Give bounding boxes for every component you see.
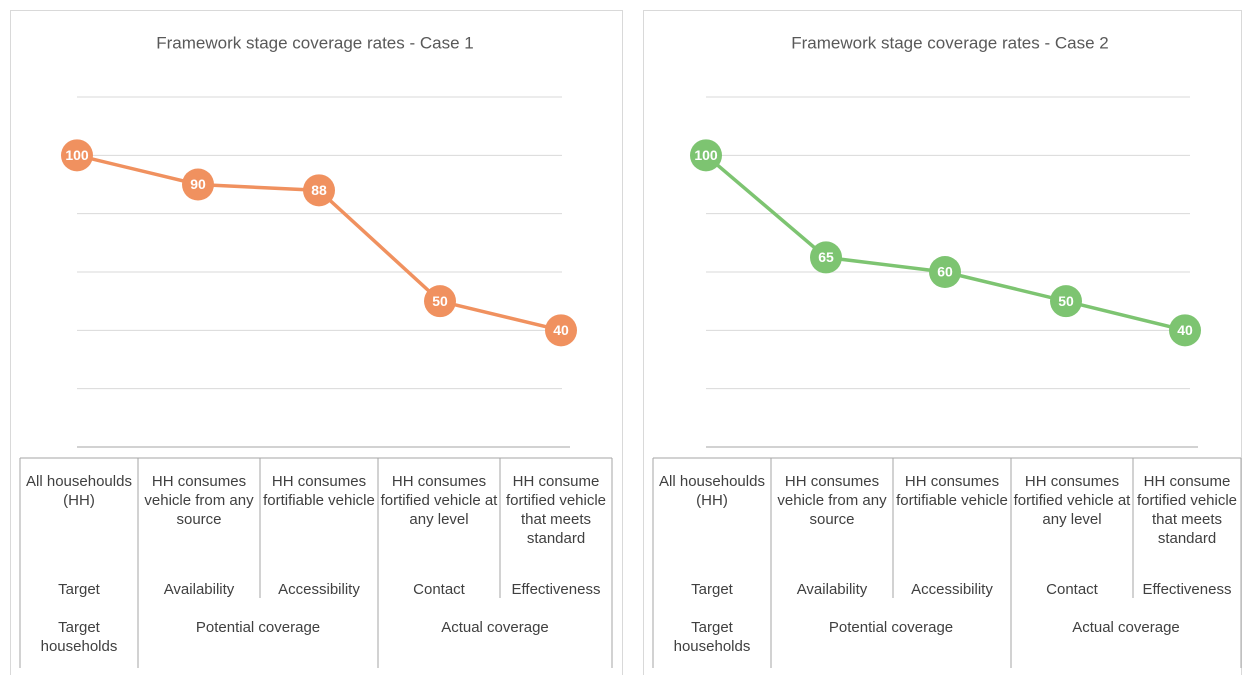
marker: [1050, 285, 1082, 318]
marker: [929, 256, 961, 288]
group-label: Actual coverage: [1072, 619, 1180, 636]
category-label: HH consume fortified vehicle that meets …: [505, 473, 607, 547]
group-label: Actual coverage: [441, 619, 549, 636]
data-label: 65: [818, 249, 834, 265]
data-label: 40: [553, 322, 569, 338]
stage-label: Target: [58, 581, 100, 598]
marker: [1169, 314, 1201, 347]
data-label: 60: [937, 264, 953, 280]
category-label: HH consumes fortified vehicle at any lev…: [1013, 473, 1131, 528]
marker: [810, 241, 842, 274]
category-label: All househoulds (HH): [26, 473, 132, 509]
category-label: All househoulds (HH): [659, 473, 765, 509]
data-label: 90: [190, 176, 206, 192]
category-label: HH consumes fortified vehicle at any lev…: [380, 473, 498, 528]
category-label: HH consumes fortifiable vehicle: [896, 473, 1008, 509]
stage-label: Contact: [413, 581, 465, 598]
marker: [424, 285, 456, 318]
chart-title: Framework stage coverage rates - Case 2: [791, 33, 1108, 52]
marker: [303, 174, 335, 207]
group-label: Target households: [673, 619, 751, 655]
data-label: 88: [311, 182, 327, 198]
marker: [182, 168, 214, 201]
panel: [10, 10, 623, 675]
category-label: HH consumes vehicle from any source: [777, 473, 887, 528]
category-label: HH consumes vehicle from any source: [144, 473, 254, 528]
stage-label: Contact: [1046, 581, 1098, 598]
stage-label: Accessibility: [911, 581, 993, 598]
chart-title: Framework stage coverage rates - Case 1: [156, 33, 473, 52]
data-label: 40: [1177, 322, 1193, 338]
stage-label: Availability: [163, 581, 235, 598]
category-label: HH consumes fortifiable vehicle: [263, 473, 375, 509]
marker: [690, 139, 722, 172]
stage-label: Effectiveness: [1142, 581, 1232, 598]
group-label: Potential coverage: [828, 619, 954, 636]
stage-label: Target: [691, 581, 733, 598]
stage-label: Accessibility: [278, 581, 360, 598]
data-label: 50: [1058, 293, 1074, 309]
series-line: [704, 154, 1186, 333]
marker: [61, 139, 93, 172]
group-label: Target households: [40, 619, 118, 655]
group-label: Potential coverage: [195, 619, 321, 636]
marker: [545, 314, 577, 347]
data-label: 100: [65, 147, 89, 163]
stage-label: Effectiveness: [511, 581, 601, 598]
stage-label: Availability: [796, 581, 868, 598]
data-label: 100: [694, 147, 718, 163]
category-label: HH consume fortified vehicle that meets …: [1136, 473, 1238, 547]
data-label: 50: [432, 293, 448, 309]
panel: [643, 10, 1242, 675]
